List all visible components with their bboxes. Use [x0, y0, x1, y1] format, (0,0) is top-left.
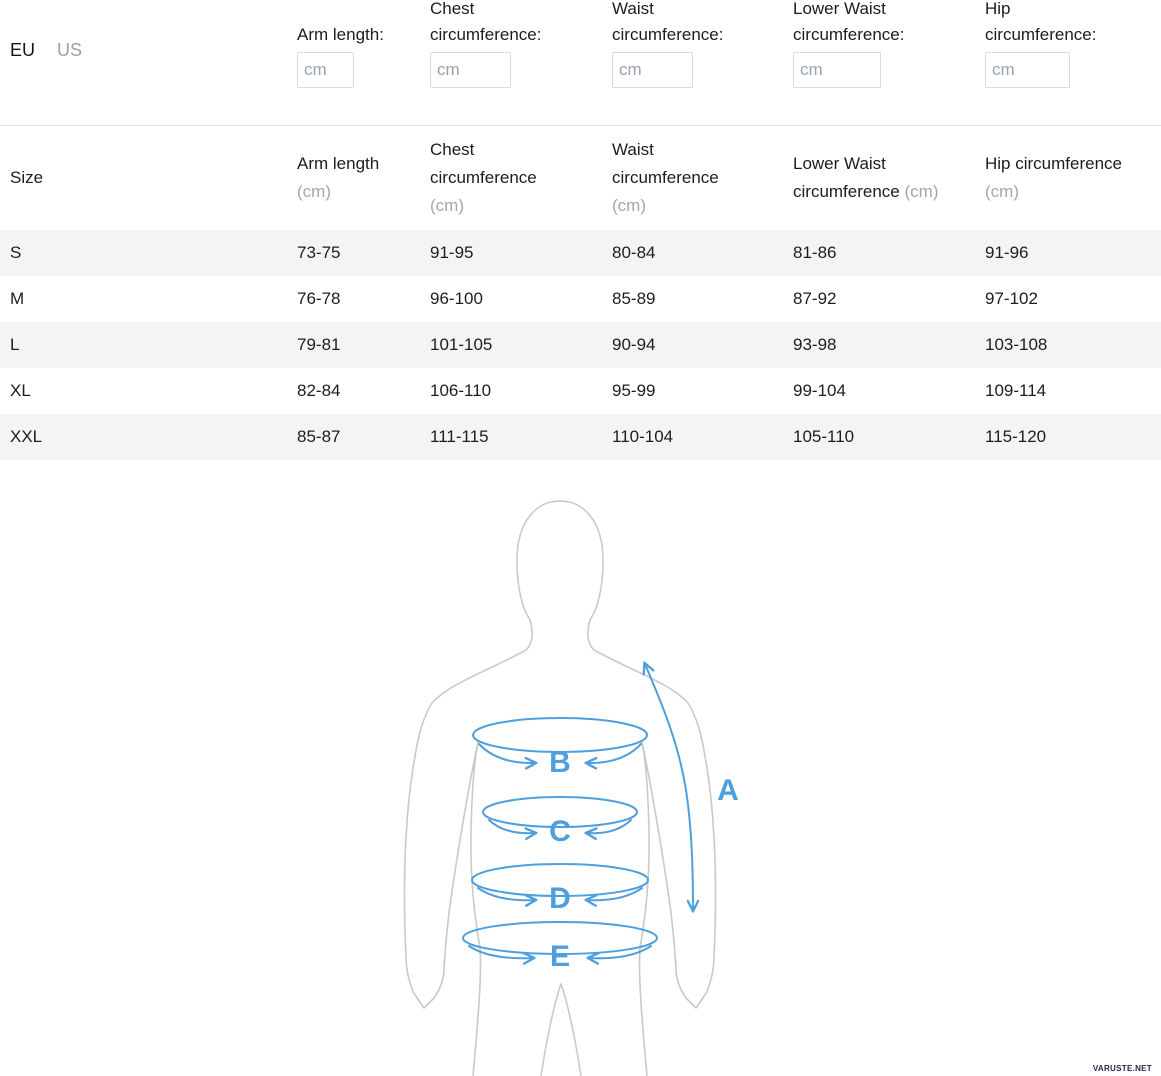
column-header-chest: Chest circumference (cm)	[420, 126, 602, 230]
table-cell: 111-115	[430, 427, 489, 446]
table-cell: 115-120	[985, 427, 1047, 446]
table-cell: 93-98	[793, 335, 837, 354]
arm-length-label: Arm length:	[297, 25, 384, 44]
chest-circumference-field: Chest circumference:	[430, 0, 548, 88]
size-cell: M	[10, 289, 25, 308]
table-cell: 110-104	[612, 427, 674, 446]
measurement-labels: A B C D E	[549, 746, 739, 973]
column-header-unit: (cm)	[612, 196, 646, 215]
lower-waist-arrow-right	[587, 887, 643, 900]
unit-toggle-us[interactable]: US	[57, 40, 83, 60]
table-cell: 109-114	[985, 381, 1047, 400]
size-cell: XL	[10, 381, 31, 400]
lower-waist-circumference-field: Lower Waist circumference:	[793, 0, 928, 88]
hip-circumference-input[interactable]	[985, 52, 1070, 88]
table-cell: 85-87	[297, 427, 341, 446]
table-cell: 73-75	[297, 243, 341, 262]
column-header-hip: Hip circumference (cm)	[975, 126, 1161, 230]
waist-arrow-left	[488, 819, 535, 833]
column-header-label: Waist circumference	[612, 140, 719, 187]
hip-arrow-left	[468, 945, 533, 958]
hip-circumference-field: Hip circumference:	[985, 0, 1103, 88]
table-cell: 97-102	[985, 289, 1038, 308]
waist-ellipse	[482, 796, 638, 828]
lower-waist-circumference-label: Lower Waist circumference:	[793, 0, 905, 44]
body-measurement-diagram: A B C D E	[403, 500, 739, 1076]
table-cell: 81-86	[793, 243, 837, 262]
column-header-unit: (cm)	[985, 182, 1019, 201]
arm-length-arrow	[645, 664, 693, 910]
size-cell: S	[10, 243, 22, 262]
watermark: VARUSTE.NET	[1092, 1064, 1152, 1073]
column-header-unit: (cm)	[430, 196, 464, 215]
table-row-l: L 79-81 101-105 90-94 93-98 103-108	[0, 322, 1161, 368]
chest-arrow-right	[587, 743, 642, 763]
lower-waist-arrow-left	[477, 887, 535, 900]
unit-toggle-eu[interactable]: EU	[10, 40, 36, 60]
body-outline	[403, 500, 717, 1076]
chest-circumference-input[interactable]	[430, 52, 511, 88]
table-cell: 99-104	[793, 381, 846, 400]
table-cell: 96-100	[430, 289, 483, 308]
column-header-label: Chest circumference	[430, 140, 537, 187]
table-cell: 105-110	[793, 427, 855, 446]
table-cell: 87-92	[793, 289, 837, 308]
waist-circumference-label: Waist circumference:	[612, 0, 724, 44]
hip-circumference-label: Hip circumference:	[985, 0, 1097, 44]
waist-circumference-field: Waist circumference:	[612, 0, 730, 88]
column-header-label: Arm length	[297, 154, 380, 173]
chest-arrow-left	[478, 743, 535, 763]
column-header-unit: (cm)	[904, 182, 939, 201]
table-cell: 80-84	[612, 243, 656, 262]
table-cell: 91-96	[985, 243, 1029, 262]
arm-length-field: Arm length:	[297, 0, 384, 88]
column-header-label: Size	[10, 168, 44, 187]
table-row-m: M 76-78 96-100 85-89 87-92 97-102	[0, 276, 1161, 322]
table-row-s: S 73-75 91-95 80-84 81-86 91-96	[0, 230, 1161, 276]
measurement-lines	[462, 664, 693, 958]
arm-length-input[interactable]	[297, 52, 354, 88]
column-header-unit: (cm)	[297, 182, 331, 201]
table-cell: 82-84	[297, 381, 341, 400]
column-header-waist: Waist circumference (cm)	[602, 126, 783, 230]
table-cell: 76-78	[297, 289, 341, 308]
size-chart-table: Size Arm length (cm) Chest circumference…	[0, 125, 1161, 460]
column-header-lower-waist: Lower Waist circumference (cm)	[783, 126, 975, 230]
unit-toggle: EU US	[10, 40, 82, 61]
table-cell: 103-108	[985, 335, 1048, 354]
diagram-label-lower-waist: D	[549, 882, 571, 915]
waist-arrow-right	[587, 819, 632, 833]
column-header-arm-length: Arm length (cm)	[287, 126, 420, 230]
table-cell: 101-105	[430, 335, 493, 354]
table-cell: 106-110	[430, 381, 492, 400]
table-header-row: Size Arm length (cm) Chest circumference…	[0, 126, 1161, 230]
hip-ellipse	[462, 921, 658, 955]
diagram-label-hip: E	[550, 940, 570, 973]
table-cell: 91-95	[430, 243, 474, 262]
table-row-xl: XL 82-84 106-110 95-99 99-104 109-114	[0, 368, 1161, 414]
column-header-size: Size	[0, 126, 287, 230]
chest-circumference-label: Chest circumference:	[430, 0, 542, 44]
hip-arrow-right	[589, 945, 652, 958]
column-header-label: Hip circumference	[985, 154, 1122, 173]
diagram-label-chest: B	[549, 746, 571, 779]
diagram-label-waist: C	[549, 815, 571, 848]
table-cell: 85-89	[612, 289, 656, 308]
table-cell: 79-81	[297, 335, 341, 354]
size-cell: XXL	[10, 427, 43, 446]
table-cell: 95-99	[612, 381, 656, 400]
table-cell: 90-94	[612, 335, 656, 354]
lower-waist-circumference-input[interactable]	[793, 52, 881, 88]
column-header-label: Lower Waist circumference	[793, 154, 900, 201]
table-row-xxl: XXL 85-87 111-115 110-104 105-110 115-12…	[0, 414, 1161, 460]
size-cell: L	[10, 335, 20, 354]
diagram-label-arm-length: A	[717, 774, 739, 807]
waist-circumference-input[interactable]	[612, 52, 693, 88]
